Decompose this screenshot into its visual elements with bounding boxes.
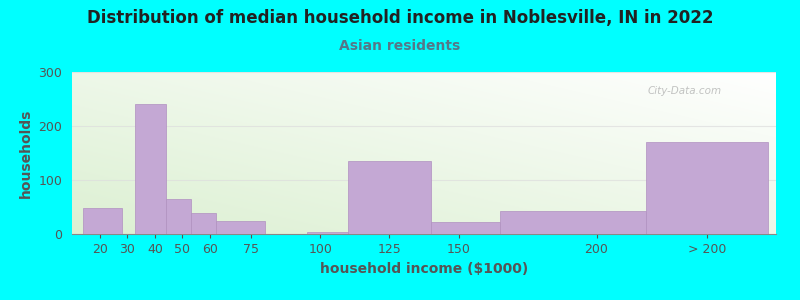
Bar <box>83 208 122 234</box>
Bar <box>215 220 266 234</box>
Y-axis label: households: households <box>19 108 33 198</box>
Bar <box>500 211 646 234</box>
Bar <box>431 222 500 234</box>
Bar <box>135 104 166 234</box>
Text: Asian residents: Asian residents <box>339 39 461 53</box>
Bar <box>646 142 768 234</box>
Bar <box>306 232 348 234</box>
Bar <box>190 214 215 234</box>
Bar <box>348 161 431 234</box>
Text: Distribution of median household income in Noblesville, IN in 2022: Distribution of median household income … <box>86 9 714 27</box>
X-axis label: household income ($1000): household income ($1000) <box>320 262 528 276</box>
Text: City-Data.com: City-Data.com <box>647 86 722 96</box>
Bar <box>166 199 190 234</box>
